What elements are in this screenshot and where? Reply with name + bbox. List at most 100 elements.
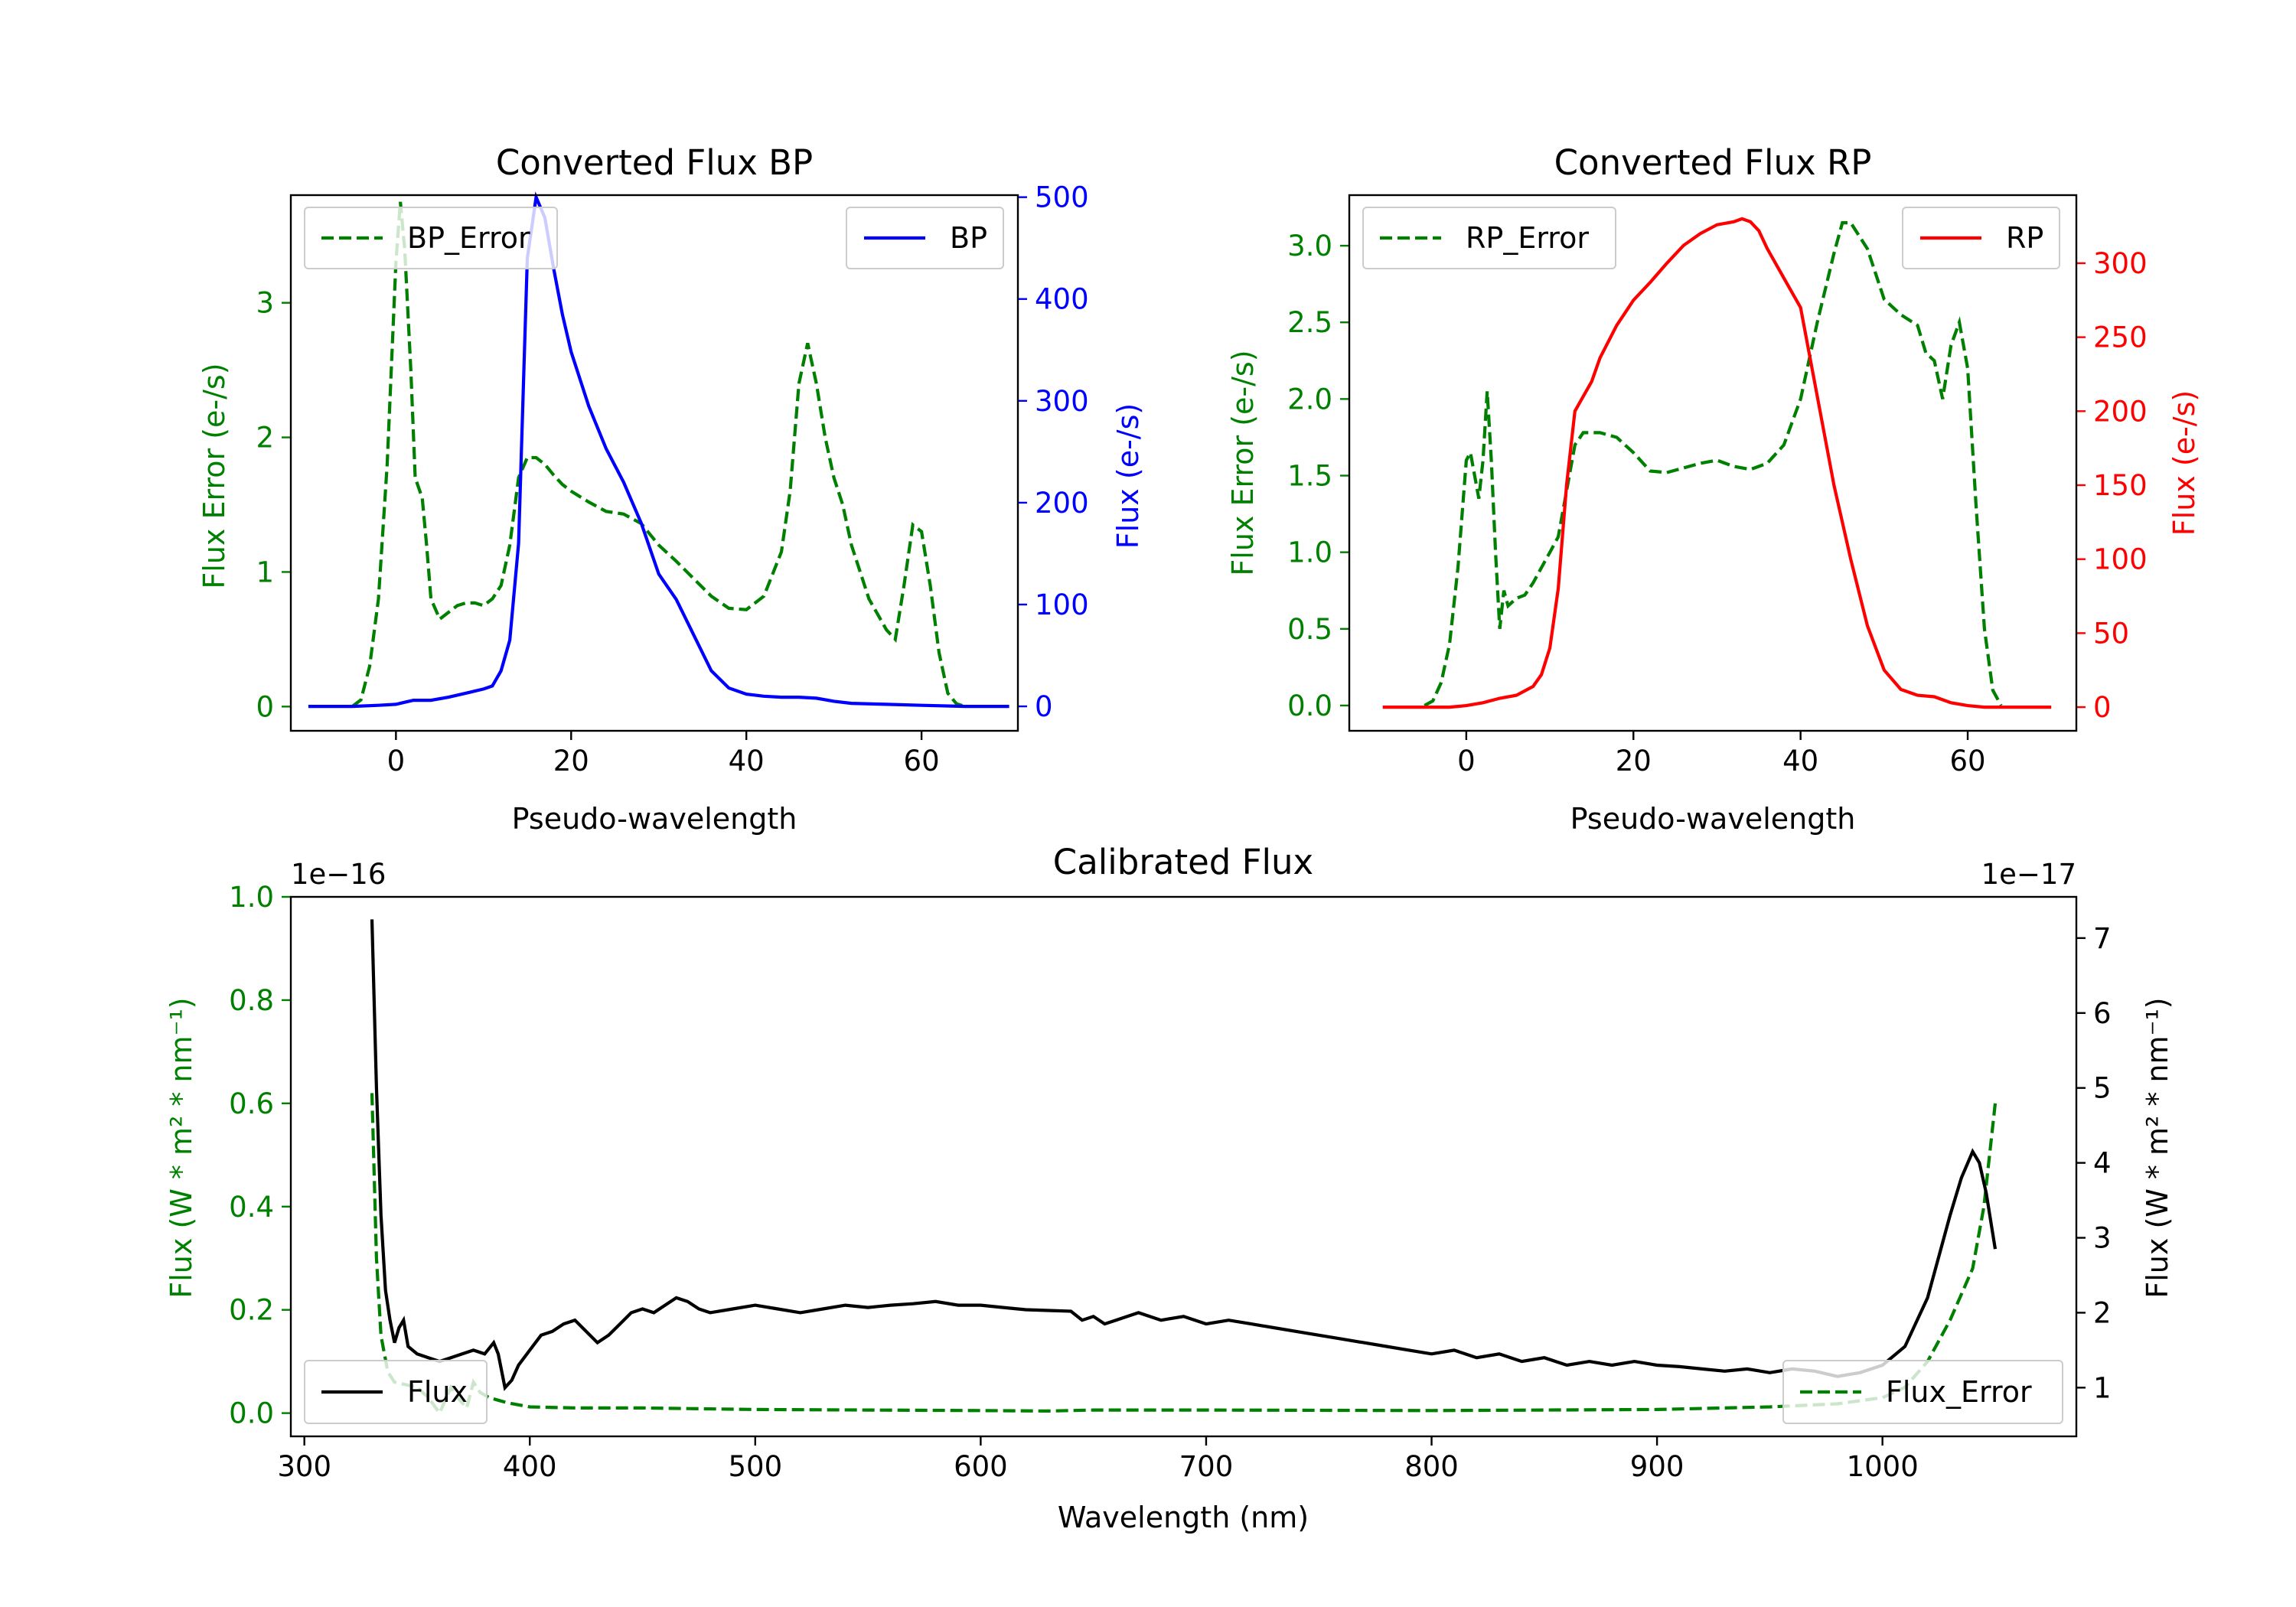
chart-calibrated: Calibrated Flux Wavelength (nm) Flux (W … xyxy=(165,842,2174,1534)
bp-ytick-right-label-5: 500 xyxy=(1035,181,1089,214)
calibrated-xticks: 300 400 500 600 700 800 900 1000 xyxy=(277,1436,1919,1483)
bp-axes-frame xyxy=(289,194,1019,732)
rp-legend-flux: RP xyxy=(1902,207,2060,269)
calibrated-ytick-left-label-3: 0.6 xyxy=(229,1087,274,1120)
rp-ytick-right-label-3: 150 xyxy=(2093,469,2148,502)
bp-ytick-right-label-3: 300 xyxy=(1035,385,1089,418)
rp-ytick-right-label-1: 50 xyxy=(2093,617,2129,650)
rp-ytick-right-label-2: 100 xyxy=(2093,543,2148,576)
calibrated-xtick-label-3: 600 xyxy=(954,1450,1008,1483)
calibrated-yticks-right: 1 2 3 4 5 6 7 xyxy=(2076,922,2112,1404)
bp-yticks-right: 0 100 200 300 400 500 xyxy=(1018,181,1089,723)
rp-ytick-left-label-1: 0.5 xyxy=(1287,613,1332,646)
bp-ytick-right-label-4: 400 xyxy=(1035,283,1089,316)
calibrated-ytick-left-label-5: 1.0 xyxy=(229,881,274,914)
calibrated-xtick-label-1: 400 xyxy=(503,1450,557,1483)
rp-error-line xyxy=(1424,221,2003,707)
rp-ytick-left-label-4: 2.0 xyxy=(1287,383,1332,416)
bp-xlabel: Pseudo-wavelength xyxy=(512,802,797,836)
calibrated-xlabel: Wavelength (nm) xyxy=(1058,1501,1309,1534)
rp-xtick-label-1: 20 xyxy=(1616,745,1652,777)
bp-ytick-left-label-3: 3 xyxy=(256,287,274,320)
rp-legend-flux-label: RP xyxy=(2006,221,2043,255)
bp-xticks: 0 20 40 60 xyxy=(387,731,940,777)
rp-axes-frame xyxy=(1348,194,2078,732)
calibrated-ytick-left-label-2: 0.4 xyxy=(229,1191,274,1224)
rp-legend-error-label: RP_Error xyxy=(1466,221,1589,255)
calibrated-xtick-label-5: 800 xyxy=(1404,1450,1459,1483)
bp-error-line xyxy=(351,201,966,709)
calibrated-offset-right: 1e−17 xyxy=(1981,858,2076,891)
calibrated-legend-flux-label: Flux xyxy=(407,1375,468,1409)
rp-xtick-label-2: 40 xyxy=(1782,745,1818,777)
rp-ytick-left-label-6: 3.0 xyxy=(1287,230,1332,262)
bp-xtick-label-2: 40 xyxy=(729,745,765,777)
bp-ylabel-right: Flux (e-/s) xyxy=(1111,403,1145,549)
calibrated-legend-error: Flux_Error xyxy=(1782,1360,2063,1424)
bp-ytick-right-label-0: 0 xyxy=(1035,690,1053,723)
rp-xlabel: Pseudo-wavelength xyxy=(1570,802,1856,836)
calibrated-ytick-right-label-5: 6 xyxy=(2093,997,2112,1030)
rp-ytick-right-label-6: 300 xyxy=(2093,247,2148,280)
calibrated-ylabel-left: Flux (W * m² * nm⁻¹) xyxy=(165,997,198,1298)
calibrated-ytick-right-label-4: 5 xyxy=(2093,1072,2112,1105)
rp-yticks-right: 0 50 100 150 200 250 300 xyxy=(2076,247,2148,724)
bp-xtick-label-3: 60 xyxy=(904,745,940,777)
bp-ytick-right-label-2: 200 xyxy=(1035,487,1089,520)
rp-ytick-right-label-0: 0 xyxy=(2093,691,2112,724)
rp-ytick-left-label-0: 0.0 xyxy=(1287,689,1332,722)
bp-ylabel-left: Flux Error (e-/s) xyxy=(197,363,231,588)
calibrated-ytick-right-label-3: 4 xyxy=(2093,1147,2112,1180)
bp-legend-error-label: BP_Error xyxy=(407,221,530,255)
calibrated-ylabel-right: Flux (W * m² * nm⁻¹) xyxy=(2141,997,2174,1298)
rp-yticks-left: 0.0 0.5 1.0 1.5 2.0 2.5 3.0 xyxy=(1287,230,1349,722)
bp-legend-flux-label: BP xyxy=(950,221,987,255)
rp-xtick-label-3: 60 xyxy=(1949,745,1985,777)
bp-legend-flux: BP xyxy=(846,207,1004,269)
bp-title: Converted Flux BP xyxy=(496,142,813,183)
calibrated-xtick-label-7: 1000 xyxy=(1847,1450,1919,1483)
bp-ytick-right-label-1: 100 xyxy=(1035,588,1089,621)
bp-flux-line xyxy=(308,191,1009,709)
calibrated-legend-error-label: Flux_Error xyxy=(1886,1375,2032,1409)
rp-title: Converted Flux RP xyxy=(1554,142,1872,183)
calibrated-title: Calibrated Flux xyxy=(1053,842,1313,882)
rp-ytick-left-label-2: 1.0 xyxy=(1287,536,1332,569)
calibrated-xtick-label-6: 900 xyxy=(1630,1450,1684,1483)
calibrated-ytick-right-label-0: 1 xyxy=(2093,1371,2112,1404)
rp-ylabel-left: Flux Error (e-/s) xyxy=(1226,350,1260,575)
rp-xticks: 0 20 40 60 xyxy=(1457,731,1986,777)
calibrated-xtick-label-2: 500 xyxy=(729,1450,783,1483)
bp-ytick-left-label-2: 2 xyxy=(256,422,274,455)
bp-ytick-left-label-1: 1 xyxy=(256,556,274,588)
rp-ytick-left-label-3: 1.5 xyxy=(1287,460,1332,493)
rp-ytick-right-label-4: 200 xyxy=(2093,395,2148,428)
chart-bp: Converted Flux BP Pseudo-wavelength Flux… xyxy=(197,142,1145,836)
calibrated-ytick-right-label-6: 7 xyxy=(2093,922,2112,955)
bp-xtick-label-0: 0 xyxy=(387,745,406,777)
bp-xtick-label-1: 20 xyxy=(553,745,589,777)
calibrated-xtick-label-0: 300 xyxy=(277,1450,331,1483)
bp-yticks-left: 0 1 2 3 xyxy=(256,287,291,723)
calibrated-flux-line xyxy=(370,919,1998,1391)
calibrated-ytick-left-label-4: 0.8 xyxy=(229,984,274,1017)
rp-legend-error: RP_Error xyxy=(1362,207,1616,269)
rp-ytick-left-label-5: 2.5 xyxy=(1287,306,1332,339)
calibrated-legend-flux: Flux xyxy=(304,1360,488,1424)
bp-ytick-left-label-0: 0 xyxy=(256,690,274,723)
calibrated-offset-left: 1e−16 xyxy=(291,858,386,891)
calibrated-ytick-right-label-2: 3 xyxy=(2093,1222,2112,1255)
calibrated-ytick-left-label-0: 0.0 xyxy=(229,1397,274,1430)
rp-ylabel-right: Flux (e-/s) xyxy=(2167,390,2201,536)
calibrated-ytick-right-label-1: 2 xyxy=(2093,1296,2112,1329)
calibrated-ytick-left-label-1: 0.2 xyxy=(229,1294,274,1327)
calibrated-xtick-label-4: 700 xyxy=(1179,1450,1234,1483)
chart-rp: Converted Flux RP Pseudo-wavelength Flux… xyxy=(1226,142,2201,836)
rp-ytick-right-label-5: 250 xyxy=(2093,321,2148,354)
rp-xtick-label-0: 0 xyxy=(1457,745,1476,777)
calibrated-yticks-left: 0.0 0.2 0.4 0.6 0.8 1.0 xyxy=(229,881,291,1430)
calibrated-axes-frame xyxy=(289,895,2078,1438)
rp-flux-line xyxy=(1382,217,2052,709)
bp-legend-error: BP_Error xyxy=(304,207,558,269)
